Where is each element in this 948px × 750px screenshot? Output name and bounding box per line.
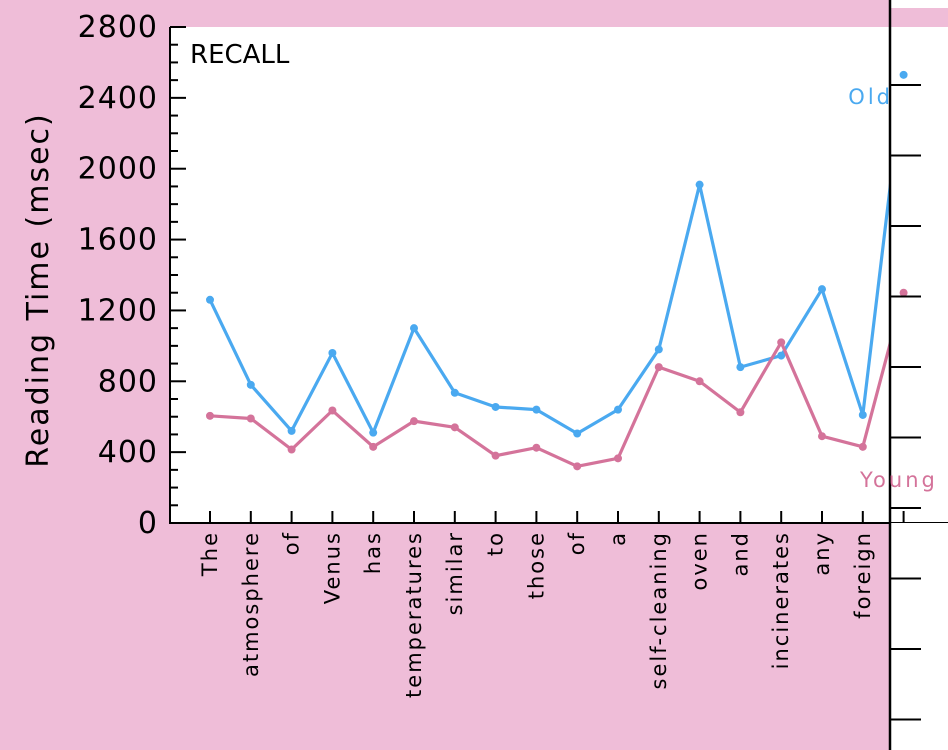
x-category-label: The — [198, 531, 222, 577]
x-category-label: a — [606, 531, 630, 546]
data-point-young — [206, 411, 214, 420]
data-point-old — [491, 402, 500, 411]
data-point-old — [777, 351, 786, 360]
chart-title: RECALL — [190, 40, 290, 70]
data-point-young — [287, 445, 296, 454]
category-labels: The atmosphere of Venus has temperatures simil… — [198, 531, 916, 698]
x-category-label: foreign — [851, 531, 875, 619]
data-point-young — [654, 363, 663, 372]
y-tick-label: 800 — [98, 364, 158, 399]
x-category-label: and — [728, 531, 752, 577]
right-panel-fill — [890, 523, 948, 750]
data-point-old — [654, 345, 663, 354]
data-point-old — [410, 324, 418, 333]
data-point-old — [369, 428, 378, 437]
data-point-old — [287, 426, 296, 435]
x-category-label: self-cleaning — [647, 531, 671, 689]
y-tick-label: 1600 — [78, 223, 158, 258]
data-point-young — [695, 377, 704, 386]
data-point-young — [491, 451, 500, 460]
x-category-label: has — [361, 531, 385, 574]
y-tick-label: 400 — [98, 435, 158, 470]
x-category-label: any — [810, 531, 834, 576]
series-clip-group — [206, 174, 890, 471]
data-point-young — [450, 423, 459, 432]
x-category-label: temperatures — [402, 531, 426, 698]
x-category-label: Venus — [320, 531, 344, 604]
x-category-label: of — [565, 531, 589, 555]
y-tick-label: 2800 — [78, 10, 158, 45]
data-point-old — [614, 405, 622, 414]
legend: Old Young — [848, 85, 938, 492]
right-panel-edge — [888, 0, 948, 750]
x-category-label: to — [484, 531, 508, 556]
legend-label-young: Young — [859, 468, 938, 492]
legend-label-old: Old — [848, 85, 893, 109]
data-point-young — [410, 417, 418, 426]
y-tick-label: 0 — [138, 506, 158, 541]
x-category-label: atmosphere — [239, 531, 263, 677]
right-panel-top — [890, 0, 948, 8]
data-point-young — [532, 443, 541, 452]
y-tick-label: 2000 — [78, 152, 158, 187]
data-point-old — [328, 348, 337, 357]
series-line-young — [209, 337, 890, 468]
data-point-old — [858, 410, 867, 419]
data-point-young — [777, 338, 786, 347]
data-point-young — [858, 442, 867, 451]
x-category-label: similar — [443, 531, 467, 615]
data-point-old — [695, 180, 704, 189]
y-axis: 0 400 800 1200 1600 2000 2400 2800 — [78, 10, 186, 541]
data-point-old — [246, 380, 255, 389]
data-point-young — [899, 288, 908, 297]
plot-area — [170, 27, 948, 523]
data-point-old — [450, 388, 459, 397]
y-axis-label: Reading Time (msec) — [21, 112, 56, 467]
x-category-label: incinerates — [769, 531, 793, 669]
data-point-young — [246, 414, 255, 423]
x-axis — [170, 511, 948, 524]
data-point-old — [532, 405, 541, 414]
data-point-young — [614, 454, 622, 463]
data-point-young — [818, 432, 826, 441]
data-point-young — [736, 408, 745, 417]
y-tick-label: 2400 — [78, 81, 158, 116]
x-category-label: those — [524, 531, 548, 599]
data-point-old — [206, 295, 214, 304]
series-lines — [206, 70, 908, 471]
x-category-label: of — [280, 531, 304, 555]
y-tick-label: 1200 — [78, 293, 158, 328]
data-point-young — [573, 462, 582, 471]
data-point-old — [736, 363, 745, 372]
data-point-young — [328, 406, 337, 415]
data-point-old — [899, 70, 908, 79]
series-line-old — [208, 174, 890, 436]
data-point-young — [369, 442, 378, 451]
x-category-label: oven — [688, 531, 712, 591]
data-point-old — [818, 285, 826, 294]
data-point-old — [573, 429, 582, 438]
